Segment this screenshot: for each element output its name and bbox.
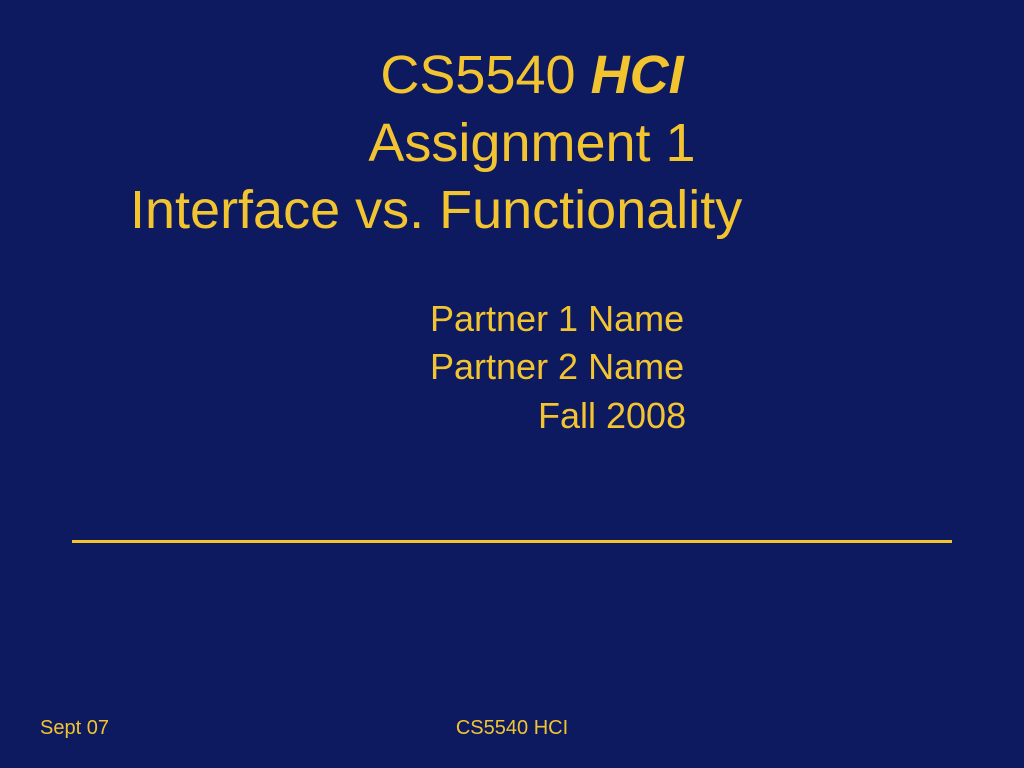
title-line-1: CS5540 HCI — [110, 42, 954, 110]
assignment-title: Interface vs. Functionality — [130, 177, 954, 245]
course-abbrev: HCI — [591, 45, 684, 105]
course-code: CS5540 — [380, 45, 590, 105]
body-block: Partner 1 Name Partner 2 Name Fall 2008 — [430, 295, 954, 441]
partner-1-name: Partner 1 Name — [430, 295, 954, 344]
assignment-number: Assignment 1 — [110, 110, 954, 178]
term-label: Fall 2008 — [430, 392, 954, 441]
partner-2-name: Partner 2 Name — [430, 343, 954, 392]
horizontal-divider — [72, 540, 952, 543]
title-block: CS5540 HCI Assignment 1 Interface vs. Fu… — [110, 42, 954, 245]
footer-course: CS5540 HCI — [0, 717, 1024, 740]
slide: CS5540 HCI Assignment 1 Interface vs. Fu… — [0, 0, 1024, 768]
